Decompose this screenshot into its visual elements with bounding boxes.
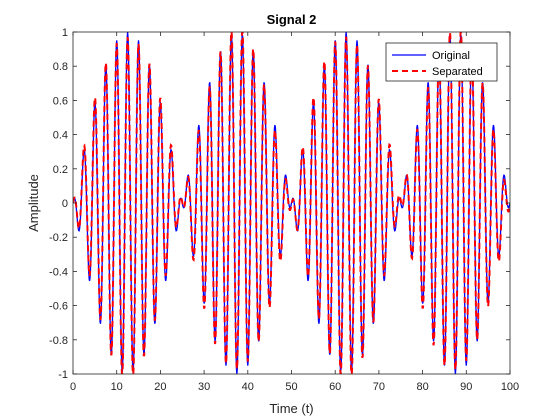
series-layer <box>73 32 510 374</box>
chart-title: Signal 2 <box>267 12 317 27</box>
legend: Original Separated <box>385 42 498 82</box>
y-tick-label: -0.4 <box>49 266 68 278</box>
x-tick-label: 50 <box>285 381 297 393</box>
y-tick-label: 0 <box>62 198 68 210</box>
x-tick-label: 30 <box>198 381 210 393</box>
y-tick-label: 0.4 <box>53 130 68 142</box>
x-tick-label: 10 <box>111 381 123 393</box>
y-axis-label: Amplitude <box>26 174 41 232</box>
y-tick-label: 0.2 <box>53 164 68 176</box>
x-tick-label: 20 <box>154 381 166 393</box>
x-tick-label: 0 <box>70 381 76 393</box>
y-tick-label: 0.6 <box>53 95 68 107</box>
y-tick-label: -1 <box>58 369 68 381</box>
y-tick-label: 1 <box>62 27 68 39</box>
y-tick-label: 0.8 <box>53 61 68 73</box>
y-tick-label: -0.2 <box>49 232 68 244</box>
x-tick-label: 80 <box>416 381 428 393</box>
ticks-layer: 0 10 20 30 40 50 60 70 80 90 100-1-0.8-0.6-0.4-0.2… <box>49 27 519 393</box>
legend-box <box>385 42 498 82</box>
x-axis-label: Time (t) <box>269 401 313 416</box>
x-tick-label: 60 <box>329 381 341 393</box>
y-tick-label: -0.8 <box>49 335 68 347</box>
x-tick-label: 70 <box>373 381 385 393</box>
series-separated-line <box>73 32 510 374</box>
x-tick-label: 90 <box>460 381 472 393</box>
x-tick-label: 100 <box>501 381 519 393</box>
legend-label-separated: Separated <box>432 66 483 78</box>
y-tick-label: -0.6 <box>49 301 68 313</box>
x-tick-label: 40 <box>242 381 254 393</box>
legend-label-original: Original <box>432 50 470 62</box>
